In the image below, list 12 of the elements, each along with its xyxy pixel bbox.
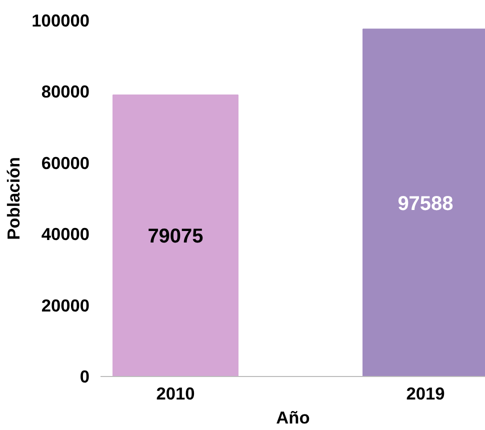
x-tick-label: 2010 <box>156 384 195 404</box>
y-tick-label: 0 <box>80 366 90 386</box>
y-tick-label: 80000 <box>41 82 90 102</box>
data-label: 97588 <box>398 192 454 215</box>
y-tick-label: 40000 <box>41 224 90 244</box>
y-tick-label: 20000 <box>41 295 90 316</box>
y-axis-title: Población <box>4 157 24 240</box>
x-axis-title: Año <box>276 408 310 428</box>
y-tick-label: 100000 <box>32 10 90 30</box>
x-tick-label: 2019 <box>406 384 445 404</box>
data-label: 79075 <box>148 226 204 248</box>
y-tick-label: 60000 <box>41 152 90 173</box>
